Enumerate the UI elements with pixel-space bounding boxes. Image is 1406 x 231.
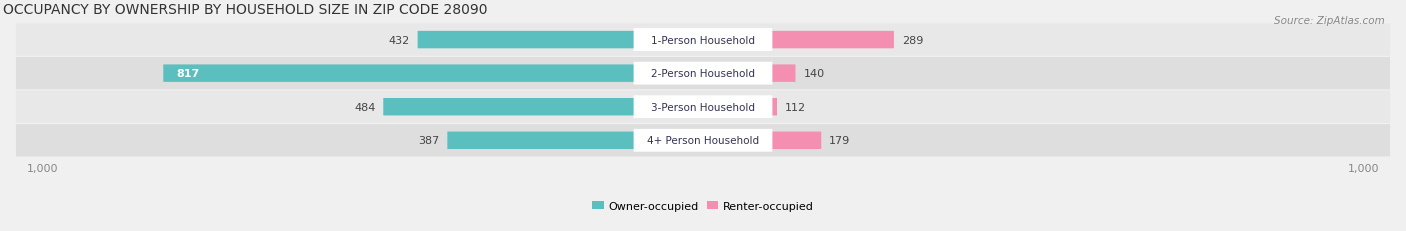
- FancyBboxPatch shape: [15, 58, 1391, 90]
- Text: Source: ZipAtlas.com: Source: ZipAtlas.com: [1274, 16, 1385, 26]
- Legend: Owner-occupied, Renter-occupied: Owner-occupied, Renter-occupied: [592, 201, 814, 211]
- Text: 3-Person Household: 3-Person Household: [651, 102, 755, 112]
- Text: 1-Person Household: 1-Person Household: [651, 35, 755, 45]
- Text: 817: 817: [177, 69, 200, 79]
- Text: 432: 432: [388, 35, 409, 45]
- Text: 289: 289: [901, 35, 924, 45]
- FancyBboxPatch shape: [15, 125, 1391, 157]
- Text: 140: 140: [803, 69, 824, 79]
- FancyBboxPatch shape: [163, 65, 703, 82]
- FancyBboxPatch shape: [703, 99, 778, 116]
- FancyBboxPatch shape: [634, 129, 772, 152]
- Text: 4+ Person Household: 4+ Person Household: [647, 136, 759, 146]
- FancyBboxPatch shape: [418, 32, 703, 49]
- FancyBboxPatch shape: [703, 65, 796, 82]
- Text: 179: 179: [830, 136, 851, 146]
- FancyBboxPatch shape: [384, 99, 703, 116]
- Text: 112: 112: [785, 102, 806, 112]
- Text: OCCUPANCY BY OWNERSHIP BY HOUSEHOLD SIZE IN ZIP CODE 28090: OCCUPANCY BY OWNERSHIP BY HOUSEHOLD SIZE…: [3, 3, 488, 17]
- FancyBboxPatch shape: [703, 132, 821, 149]
- FancyBboxPatch shape: [634, 62, 772, 85]
- FancyBboxPatch shape: [15, 24, 1391, 56]
- FancyBboxPatch shape: [703, 32, 894, 49]
- Text: 387: 387: [418, 136, 440, 146]
- FancyBboxPatch shape: [447, 132, 703, 149]
- Text: 484: 484: [354, 102, 375, 112]
- Text: 2-Person Household: 2-Person Household: [651, 69, 755, 79]
- FancyBboxPatch shape: [634, 29, 772, 52]
- FancyBboxPatch shape: [634, 96, 772, 119]
- FancyBboxPatch shape: [15, 91, 1391, 123]
